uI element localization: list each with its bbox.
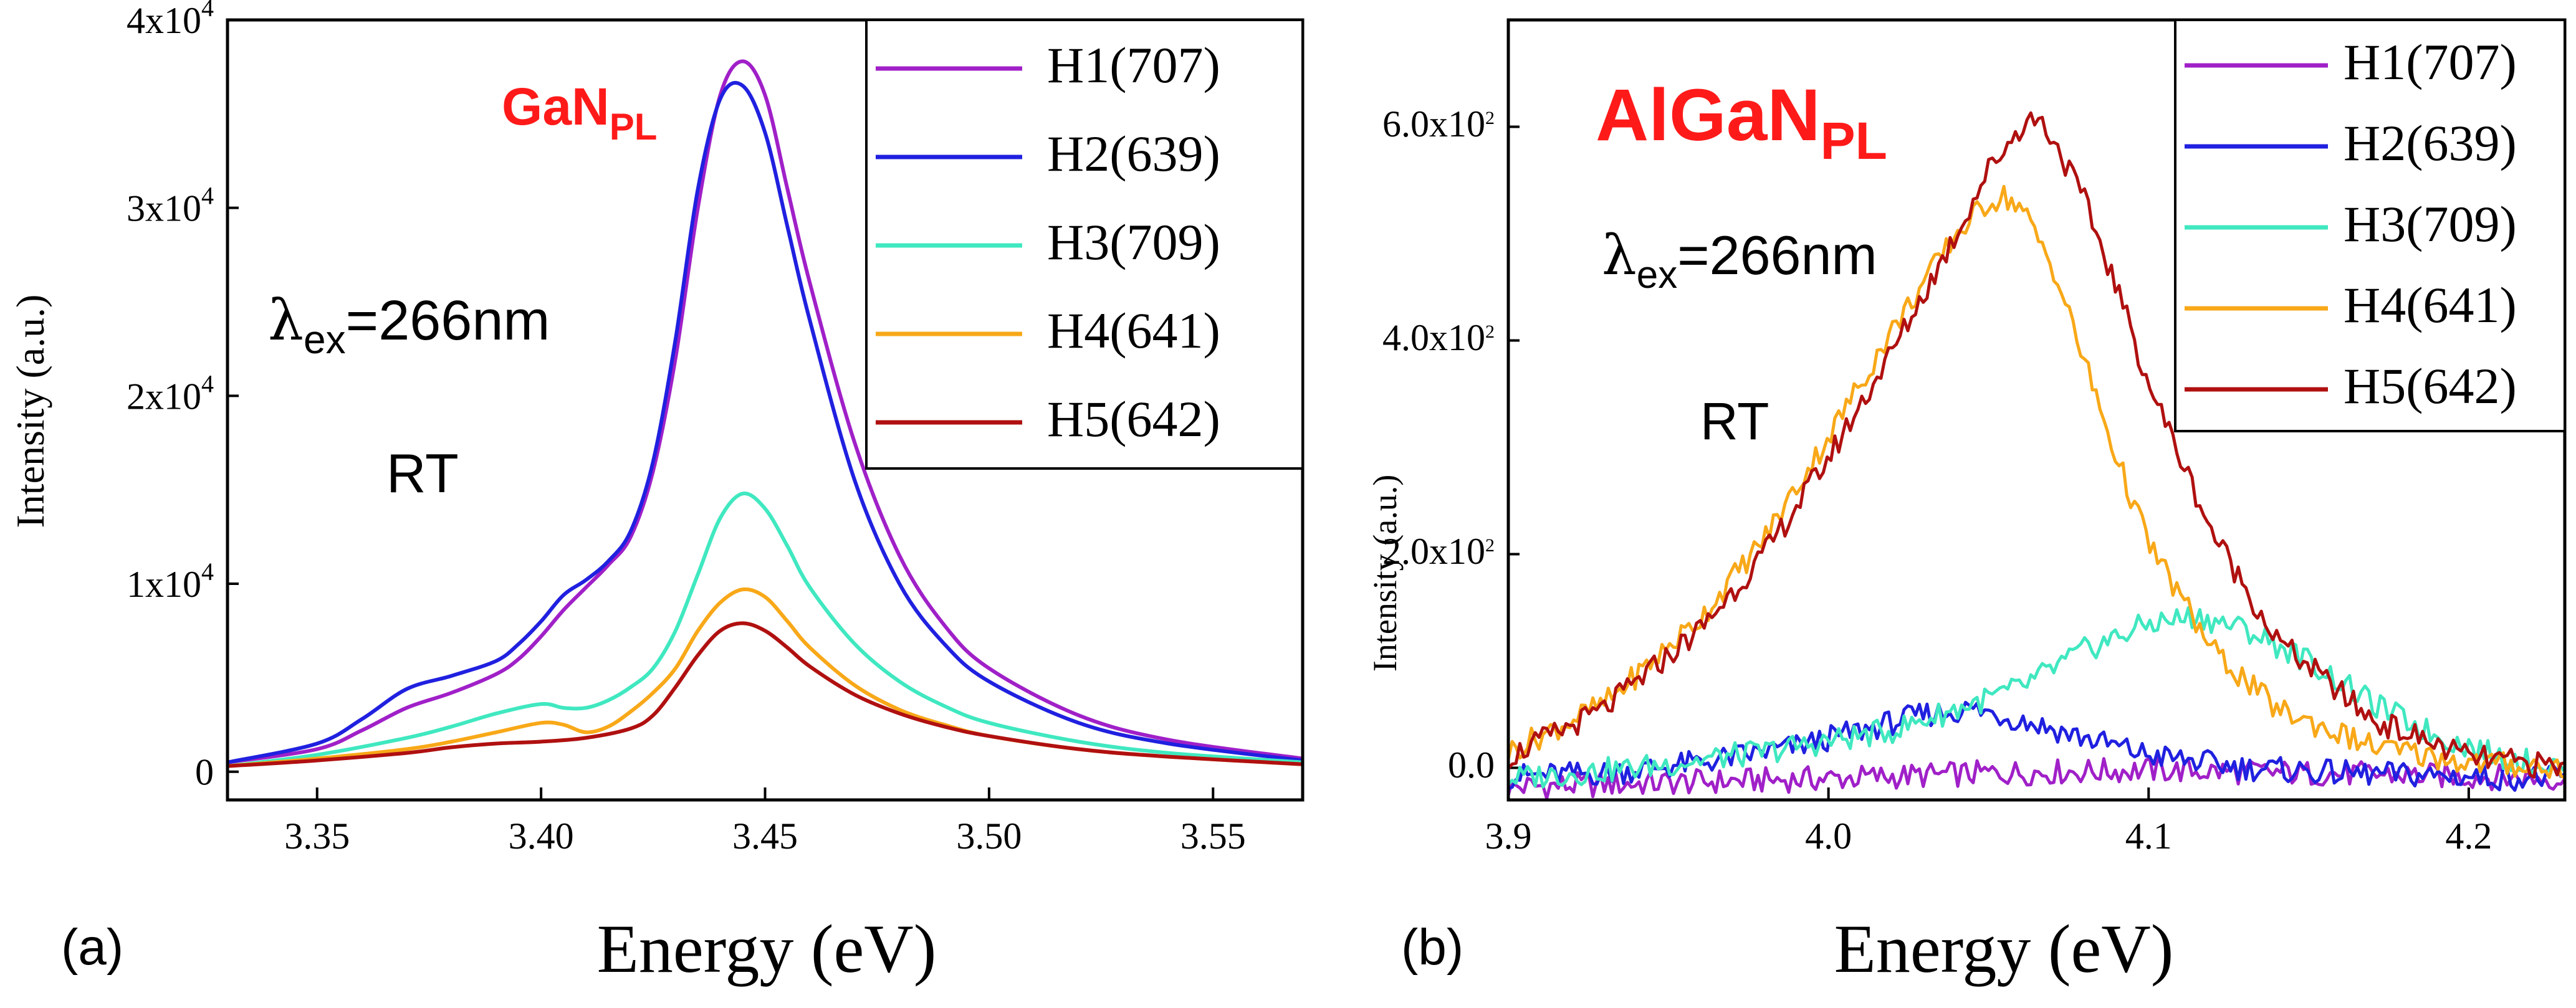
- panel-b-lambda-value: =266nm: [1677, 224, 1877, 286]
- panel-b-y-ticks: 0.0 2.0x102 4.0x102 6.0x102: [1382, 103, 1520, 786]
- panel-b-title-main: AlGaN: [1596, 74, 1821, 156]
- panel-a-series-lines: [227, 59, 1303, 768]
- y-tick-label: 4x104: [127, 0, 214, 41]
- y-tick-label: 0: [195, 752, 214, 793]
- panel-a-lambda-sub: ex: [304, 317, 346, 362]
- x-tick-label: 3.50: [956, 815, 1022, 857]
- series-line-h2-639: [227, 81, 1303, 764]
- panel-b-title: AlGaNPL: [1596, 74, 1887, 170]
- x-tick-label: 3.35: [284, 815, 350, 857]
- series-line-h1-707: [227, 59, 1303, 764]
- x-tick-label: 4.1: [2125, 815, 2172, 857]
- x-tick-label: 3.9: [1485, 815, 1532, 857]
- panel-b-ylabel: Intensity (a.u.): [1366, 475, 1404, 672]
- series-line-h5-642: [227, 621, 1303, 768]
- panel-a-title-sub: PL: [610, 106, 658, 148]
- panel-a-ylabel: Intensity (a.u.): [8, 295, 52, 528]
- panel-b-label: (b): [1401, 919, 1463, 976]
- panel-a-excitation: λex=266nm: [268, 288, 550, 362]
- legend-label: H2(639): [2344, 115, 2517, 171]
- x-tick-label: 3.55: [1180, 815, 1246, 857]
- series-line-h3-709: [1508, 606, 2565, 789]
- legend-label: H1(707): [1047, 37, 1220, 93]
- legend-label: H3(709): [1047, 214, 1220, 270]
- legend-label: H3(709): [2344, 196, 2517, 252]
- panel-a-title: GaNPL: [502, 77, 657, 148]
- panel-b-excitation: λex=266nm: [1602, 223, 1877, 297]
- panel-b-xlabel: Energy (eV): [1834, 911, 2174, 987]
- series-line-h4-641: [1508, 184, 2565, 779]
- series-line-h1-707: [1508, 756, 2565, 800]
- legend-label: H4(641): [1047, 302, 1220, 359]
- panel-b-title-sub: PL: [1821, 112, 1887, 170]
- panel-a-temperature: RT: [386, 442, 459, 504]
- legend-label: H2(639): [1047, 125, 1220, 182]
- panel-a-x-ticks: 3.35 3.40 3.45 3.50 3.55: [284, 787, 1246, 857]
- legend-label: H4(641): [2344, 277, 2517, 333]
- panel-b-legend: H1(707) H2(639) H3(709) H4(641) H5(642): [2174, 19, 2566, 432]
- legend-label: H1(707): [2344, 34, 2517, 90]
- y-tick-label: 4.0x102: [1382, 317, 1495, 358]
- panel-a-legend: H1(707) H2(639) H3(709) H4(641) H5(642): [865, 19, 1304, 470]
- y-tick-label: 6.0x102: [1382, 103, 1495, 145]
- y-tick-label: 3x104: [127, 182, 214, 229]
- panel-a-gan: Intensity (a.u.) 0 1x104 2x104 3x104 4x104 3…: [8, 0, 1305, 987]
- panel-b-series-lines: [1508, 111, 2565, 800]
- panel-b-lambda-sub: ex: [1637, 254, 1677, 297]
- y-tick-label: 2x104: [127, 369, 214, 417]
- y-tick-label: 0.0: [1448, 744, 1495, 786]
- panel-b-lambda-symbol: λ: [1602, 223, 1637, 287]
- x-tick-label: 3.40: [509, 815, 574, 857]
- panel-a-label: (a): [61, 919, 123, 976]
- panel-a-xlabel: Energy (eV): [597, 911, 937, 987]
- y-tick-label: 2.0x102: [1382, 531, 1495, 572]
- x-tick-label: 4.0: [1805, 815, 1852, 857]
- panel-a-lambda-value: =266nm: [346, 290, 550, 352]
- series-line-h3-709: [227, 492, 1303, 768]
- panel-a-lambda-symbol: λ: [268, 288, 304, 353]
- legend-label: H5(642): [2344, 358, 2517, 414]
- series-line-h5-642: [1508, 111, 2565, 779]
- x-tick-label: 3.45: [732, 815, 798, 857]
- panel-b-algan: Intensity (a.u.) 0.0 2.0x102 4.0x102 6.0x10…: [1366, 18, 2567, 987]
- panel-a-title-main: GaN: [502, 77, 610, 136]
- legend-label: H5(642): [1047, 391, 1220, 447]
- panel-b-x-ticks: 3.9 4.0 4.1 4.2: [1485, 787, 2492, 857]
- panel-b-temperature: RT: [1700, 392, 1769, 450]
- y-tick-label: 1x104: [127, 558, 214, 605]
- panel-a-y-ticks: 0 1x104 2x104 3x104 4x104: [127, 0, 239, 793]
- x-tick-label: 4.2: [2445, 815, 2492, 857]
